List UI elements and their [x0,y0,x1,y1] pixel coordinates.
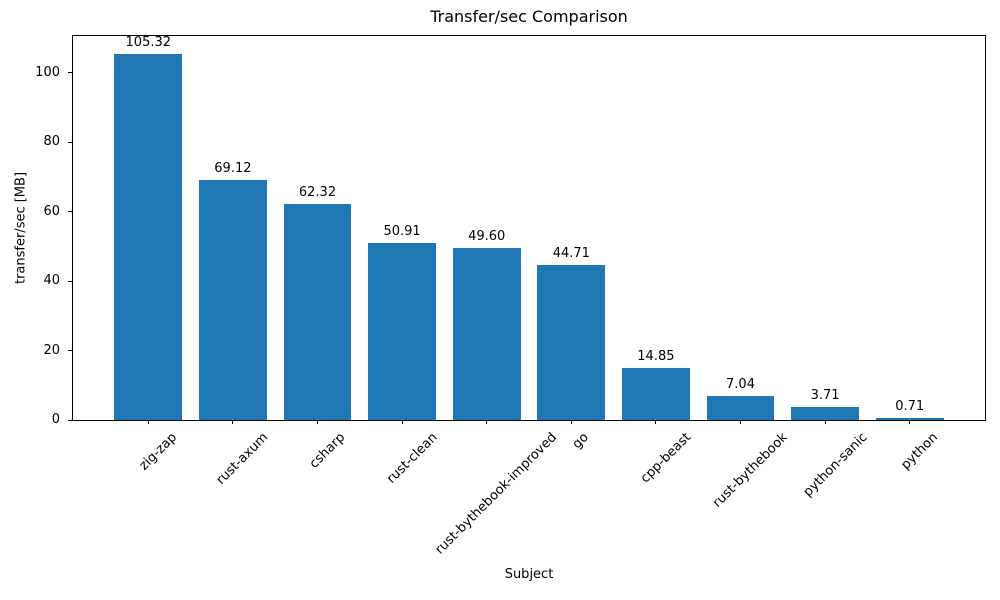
x-tick-mark [570,420,572,424]
bar-value-label: 62.32 [298,184,337,200]
x-tick-mark [147,420,149,424]
y-tick-label: 80 [43,134,60,150]
y-tick-label: 60 [43,203,60,219]
bar-csharp [283,203,352,420]
bar-value-label: 14.85 [637,349,675,365]
x-tick-label: rust-bythebook [710,430,791,511]
bar-value-label: 105.32 [125,35,172,51]
plot-area: 0 20 40 60 80 100 105.32 zig-zap 69.12 rust-axum 6… [35,35,986,557]
bar-value-label: 49.60 [468,228,506,244]
x-tick-label: python [898,430,941,473]
x-tick-mark [316,420,318,424]
x-tick-label: rust-bythebook-improved [432,430,561,558]
y-axis-label: transfer/sec [MB] [13,171,29,285]
bar-rust-bythebook [706,395,775,420]
bar-python-sanic [791,407,859,420]
x-tick-mark [401,420,403,424]
x-tick-mark [232,420,234,424]
bar-rust-clean [368,243,436,420]
y-tick-mark [68,280,72,282]
x-tick-label: zig-zap [136,430,180,474]
bar-value-label: 44.71 [552,245,590,261]
bar-rust-bythebook-improved [452,247,521,420]
x-tick-label: python-sanic [800,430,871,500]
x-tick-label: rust-axum [214,430,272,488]
y-tick-label: 40 [43,273,60,289]
y-tick-label: 0 [51,412,60,427]
bar-cpp-beast [622,368,690,420]
x-axis-label: Subject [504,567,554,582]
x-tick-mark [486,420,488,424]
x-tick-label: rust-clean [383,430,441,487]
bar-value-label: 7.04 [726,376,755,392]
x-tick-label: go [570,430,593,453]
bar-value-label: 50.91 [383,224,421,240]
x-tick-mark [909,420,911,424]
x-tick-mark [655,420,657,424]
x-tick-mark [824,420,826,424]
chart-title: Transfer/sec Comparison [430,7,628,26]
y-tick-mark [68,141,72,143]
x-tick-mark [740,420,741,424]
x-tick-label: cpp-beast [637,430,694,487]
bar-rust-axum [199,180,267,420]
y-tick-mark [68,350,72,352]
y-tick-label: 20 [43,342,60,358]
bar-value-label: 69.12 [214,161,252,177]
y-tick-label: 100 [35,64,60,80]
bar-zig-zap [114,54,183,420]
bar-python [875,417,944,420]
x-tick-label: csharp [306,430,349,472]
y-tick-mark [68,419,72,421]
y-tick-mark [68,72,72,74]
bar-value-label: 3.71 [810,388,840,404]
bar-go [537,264,606,420]
bar-value-label: 0.71 [895,398,925,414]
y-tick-mark [68,211,72,213]
